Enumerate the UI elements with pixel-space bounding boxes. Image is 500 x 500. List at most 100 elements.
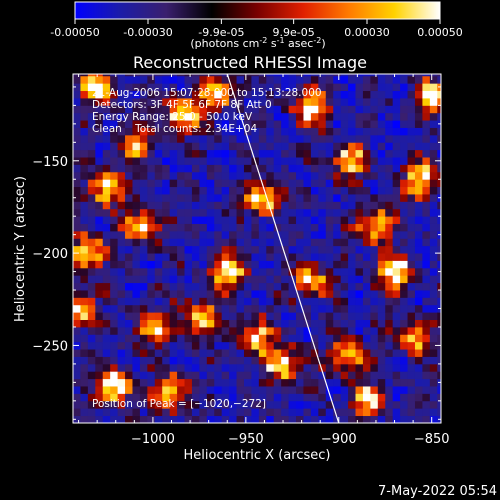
heatmap-cell: [303, 127, 312, 136]
heatmap-cell: [348, 216, 356, 224]
heatmap-cell: [206, 157, 215, 165]
heatmap-cell: [414, 83, 423, 92]
heatmap-cell: [340, 164, 349, 173]
heatmap-cell: [303, 386, 312, 394]
heatmap-cell: [184, 312, 193, 320]
heatmap-cell: [258, 149, 267, 158]
heatmap-cell: [288, 400, 297, 409]
heatmap-cell: [273, 194, 282, 202]
heatmap-cell: [370, 349, 379, 357]
heatmap-cell: [95, 216, 104, 224]
heatmap-cell: [429, 230, 438, 239]
heatmap-cell: [110, 253, 118, 261]
heatmap-cell: [348, 400, 356, 409]
heatmap-cell: [191, 208, 200, 217]
heatmap-cell: [110, 83, 118, 92]
heatmap-cell: [191, 290, 200, 298]
info-line-detectors: Detectors: 3F 4F 5F 6F 7F 8F Att 0: [92, 99, 272, 111]
heatmap-cell: [414, 230, 423, 239]
heatmap-cell: [199, 378, 208, 387]
heatmap-cell: [169, 105, 178, 114]
heatmap-cell: [95, 75, 104, 84]
heatmap-cell: [258, 112, 267, 121]
heatmap-cell: [296, 386, 304, 394]
heatmap-cell: [340, 253, 349, 261]
heatmap-cell: [362, 304, 371, 313]
heatmap-cell: [95, 90, 104, 99]
info-line-counts: Clean Total counts: 2.34E+04: [92, 123, 257, 135]
heatmap-cell: [243, 393, 252, 402]
heatmap-cell: [392, 297, 401, 306]
heatmap-cell: [214, 75, 223, 84]
heatmap-cell: [162, 105, 171, 114]
heatmap-cell: [214, 319, 223, 328]
heatmap-cell: [139, 260, 148, 269]
heatmap-cell: [236, 90, 245, 99]
heatmap-cell: [266, 142, 275, 151]
heatmap-cell: [243, 75, 252, 84]
heatmap-cell: [139, 216, 148, 224]
heatmap-cell: [325, 179, 334, 188]
heatmap-cell: [236, 312, 245, 320]
heatmap-cell: [80, 230, 89, 239]
heatmap-cell: [221, 400, 230, 409]
heatmap-cell: [362, 83, 371, 92]
heatmap-cell: [340, 120, 349, 128]
heatmap-cell: [243, 341, 252, 350]
heatmap-cell: [422, 349, 431, 357]
heatmap-cell: [318, 179, 327, 188]
heatmap-cell: [147, 363, 156, 372]
heatmap-cell: [236, 201, 245, 210]
heatmap-cell: [400, 349, 408, 357]
heatmap-cell: [258, 120, 267, 128]
heatmap-cell: [80, 393, 89, 402]
heatmap-cell: [243, 326, 252, 335]
heatmap-cell: [340, 112, 349, 121]
heatmap-cell: [429, 105, 438, 114]
heatmap-cell: [392, 238, 401, 247]
heatmap-cell: [80, 400, 89, 409]
heatmap-cell: [333, 349, 342, 357]
heatmap-cell: [429, 208, 438, 217]
heatmap-cell: [191, 260, 200, 269]
y-tick-label: −150: [32, 155, 68, 170]
heatmap-cell: [162, 378, 171, 387]
heatmap-cell: [95, 371, 104, 380]
heatmap-cell: [281, 186, 289, 195]
heatmap-cell: [214, 216, 223, 224]
heatmap-cell: [422, 134, 431, 143]
heatmap-cell: [377, 194, 386, 202]
heatmap-cell: [221, 208, 230, 217]
heatmap-cell: [340, 149, 349, 158]
heatmap-cell: [139, 275, 148, 284]
heatmap-cell: [333, 75, 342, 84]
heatmap-cell: [422, 386, 431, 394]
heatmap-cell: [125, 319, 133, 328]
heatmap-cell: [80, 334, 89, 343]
heatmap-cell: [296, 312, 304, 320]
heatmap-cell: [348, 105, 356, 114]
heatmap-cell: [296, 149, 304, 158]
heatmap-cell: [258, 334, 267, 343]
heatmap-cell: [162, 260, 171, 269]
heatmap-cell: [400, 75, 408, 84]
heatmap-cell: [303, 290, 312, 298]
heatmap-cell: [273, 304, 282, 313]
heatmap-cell: [73, 90, 81, 99]
heatmap-cell: [117, 260, 126, 269]
heatmap-cell: [169, 386, 178, 394]
heatmap-cell: [236, 400, 245, 409]
heatmap-cell: [162, 75, 171, 84]
heatmap-cell: [355, 75, 364, 84]
heatmap-cell: [422, 312, 431, 320]
heatmap-cell: [407, 356, 416, 365]
heatmap-cell: [147, 371, 156, 380]
heatmap-cell: [206, 386, 215, 394]
heatmap-cell: [177, 319, 185, 328]
heatmap-cell: [414, 275, 423, 284]
heatmap-cell: [392, 149, 401, 158]
heatmap-cell: [400, 334, 408, 343]
heatmap-cell: [243, 260, 252, 269]
heatmap-cell: [214, 230, 223, 239]
heatmap-cell: [392, 260, 401, 269]
